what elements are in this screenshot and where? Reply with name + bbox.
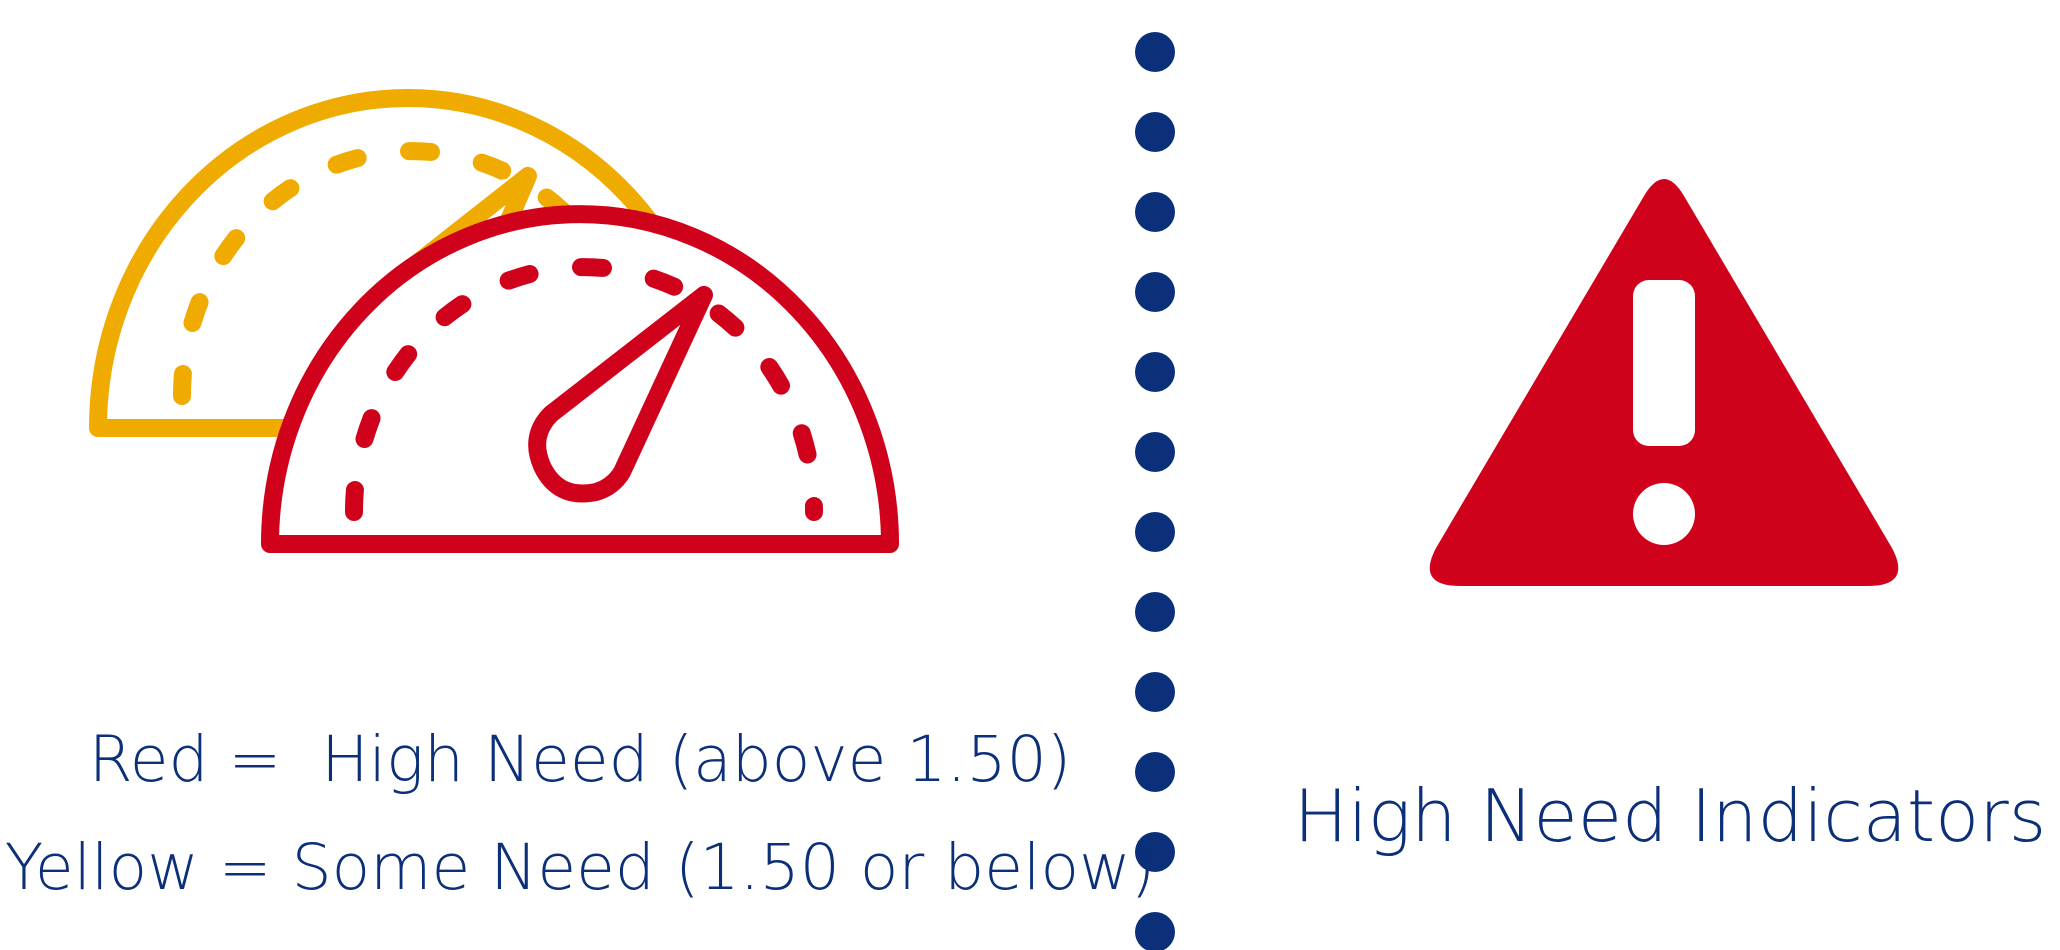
exclamation-bar bbox=[1633, 280, 1695, 446]
indicators-title: High Need Indicators bbox=[1293, 774, 2047, 858]
dotted-divider bbox=[1135, 32, 1175, 950]
legend-yellow-line: Yellow = Some Need (1.50 or below) bbox=[4, 831, 1156, 904]
warning-triangle-icon bbox=[1429, 179, 1899, 586]
speedometer-gauge-icon bbox=[89, 89, 899, 553]
legend-red-line: Red = High Need (above 1.50) bbox=[88, 723, 1072, 796]
red-gauge-icon bbox=[261, 205, 899, 553]
exclamation-dot bbox=[1633, 483, 1695, 545]
